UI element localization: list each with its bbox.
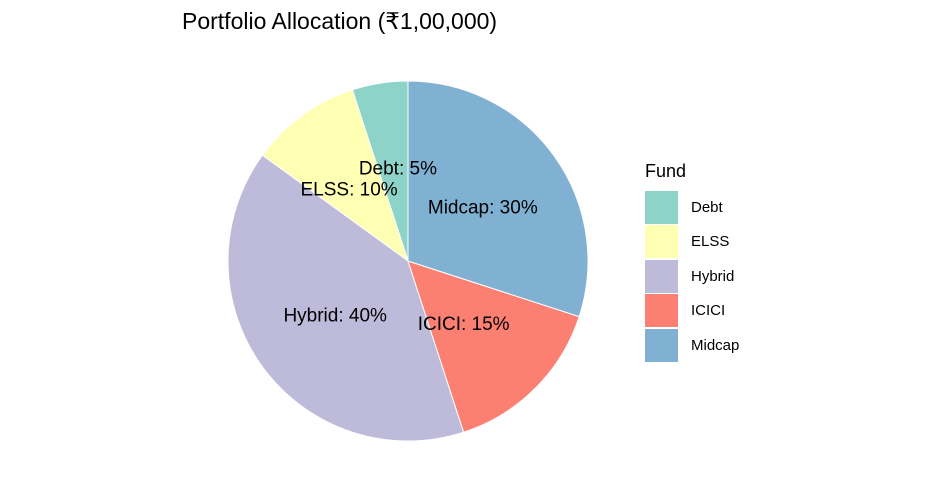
legend-label-icici: ICICI — [691, 302, 726, 320]
legend-key-elss — [645, 225, 678, 259]
legend-key-icici — [645, 294, 678, 328]
chart-title: Portfolio Allocation (₹1,00,000) — [182, 8, 498, 34]
legend-item-hybrid: Hybrid — [645, 259, 739, 294]
legend-item-icici: ICICI — [645, 294, 739, 329]
legend: Fund Debt ELSS Hybrid ICICI Midcap — [645, 160, 739, 363]
pie-slice-icici — [407, 260, 580, 433]
legend-key-hybrid — [645, 259, 678, 293]
pie-slice-hybrid — [227, 154, 465, 442]
legend-key-midcap — [645, 328, 678, 362]
data-label-icici: ICICI: 15% — [418, 314, 510, 335]
legend-label-elss: ELSS — [691, 233, 730, 251]
data-label-debt: Debt: 5% — [359, 159, 437, 180]
legend-item-elss: ELSS — [645, 225, 739, 260]
legend-label-debt: Debt — [691, 198, 723, 216]
legend-label-midcap: Midcap — [691, 336, 740, 354]
pie-slice-elss — [261, 89, 409, 263]
legend-items: Debt ELSS Hybrid ICICI Midcap — [645, 190, 739, 363]
legend-item-debt: Debt — [645, 190, 739, 225]
data-label-elss: ELSS: 10% — [301, 180, 398, 201]
legend-item-midcap: Midcap — [645, 328, 739, 363]
data-label-midcap: Midcap: 30% — [428, 198, 538, 219]
legend-label-hybrid: Hybrid — [691, 267, 735, 285]
data-label-hybrid: Hybrid: 40% — [283, 305, 387, 326]
legend-key-debt — [645, 190, 678, 224]
pie-slice-midcap — [407, 80, 589, 318]
legend-title: Fund — [645, 161, 687, 181]
